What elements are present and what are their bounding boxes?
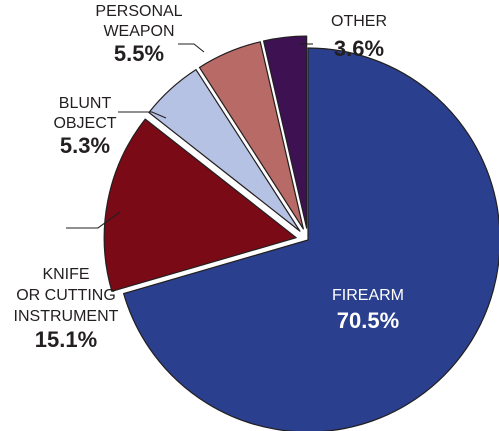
slice-label-name-line: WEAPON xyxy=(103,23,174,40)
slice-label-name-line: OBJECT xyxy=(53,115,116,132)
slice-label-name-line: BLUNT xyxy=(59,95,112,112)
leader-line-knife-or-cutting-instrument xyxy=(66,211,121,229)
slice-label-name-line: OR CUTTING xyxy=(16,287,116,304)
slice-label-name-line: KNIFE xyxy=(42,266,89,283)
slice-label-knife-or-cutting-instrument: KNIFE OR CUTTING INSTRUMENT 15.1% xyxy=(14,266,119,352)
slice-label-percent: 3.6% xyxy=(334,36,384,61)
leader-lines-layer xyxy=(66,43,313,229)
pie-slice-knife-or-cutting-instrument xyxy=(103,118,297,292)
labels-layer: FIREARM 70.5% KNIFE OR CUTTING INSTRUMENT 15.… xyxy=(14,3,404,352)
slice-label-percent: 15.1% xyxy=(35,327,97,352)
leader-line-blunt-object xyxy=(118,111,167,119)
pie-slice-firearm xyxy=(123,47,499,431)
slice-label-name-line: OTHER xyxy=(331,13,387,30)
slice-label-other: OTHER 3.6% xyxy=(331,13,387,61)
slice-label-name-line: INSTRUMENT xyxy=(14,308,119,325)
slice-label-percent: 70.5% xyxy=(337,308,399,333)
slice-label-name-line: FIREARM xyxy=(332,287,404,304)
pie-slice-personal-weapon xyxy=(198,41,304,230)
pie-slice-other xyxy=(262,35,308,229)
slices-layer xyxy=(103,35,499,431)
slice-label-name-line: PERSONAL xyxy=(95,3,182,20)
slice-label-percent: 5.5% xyxy=(114,41,164,66)
slice-label-percent: 5.3% xyxy=(60,133,110,158)
leader-line-personal-weapon xyxy=(178,43,205,53)
slice-label-firearm: FIREARM 70.5% xyxy=(332,287,404,333)
